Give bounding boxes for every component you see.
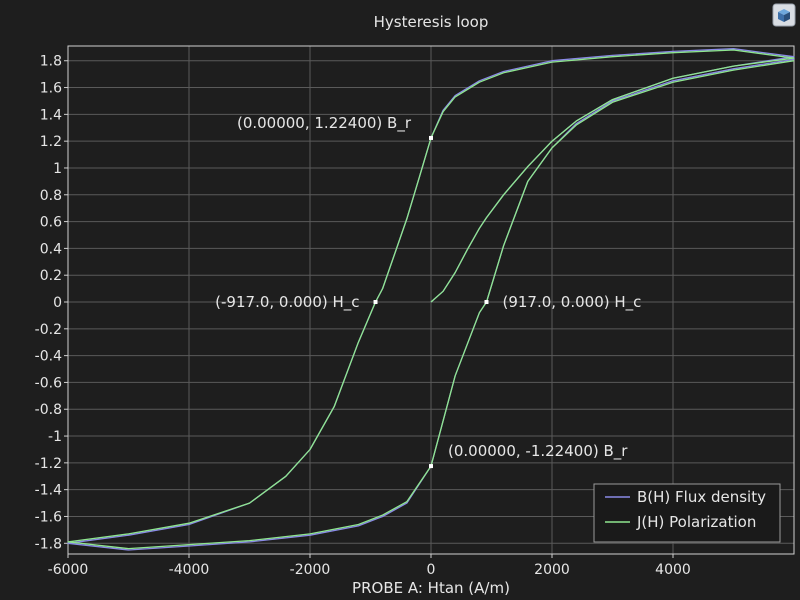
annotation-label: (917.0, 0.000) H_c — [502, 293, 641, 312]
legend-box — [593, 483, 781, 543]
y-tick-label: -0.4 — [35, 349, 62, 365]
annotation-point — [429, 464, 433, 469]
toolbar-button[interactable] — [772, 3, 796, 27]
y-axis: 1.8 1.6 1.4 1.2 1 0.8 0.6 0.4 0.2 0 -0.2 -0.4 -0.6 -0… — [35, 54, 68, 552]
y-tick-label: -0.6 — [35, 375, 62, 391]
y-tick-label: 1 — [53, 161, 62, 177]
y-tick-label: -1.4 — [35, 483, 62, 499]
y-tick-label: -0.2 — [35, 322, 62, 338]
x-tick-label: -6000 — [48, 562, 89, 578]
annotation-point — [373, 300, 378, 305]
chart-title: Hysteresis loop — [374, 13, 489, 31]
y-tick-label: -1 — [48, 429, 62, 445]
y-tick-label: -1.8 — [35, 536, 62, 552]
x-tick-label: 2000 — [534, 562, 570, 578]
x-tick-label: 4000 — [655, 562, 691, 578]
y-tick-label: 0.8 — [40, 188, 62, 204]
y-tick-label: -0.8 — [35, 402, 62, 418]
y-tick-label: 0.6 — [40, 215, 62, 231]
annotation-point — [484, 300, 489, 305]
y-tick-label: -1.2 — [35, 456, 62, 472]
cube-view-icon — [772, 3, 796, 27]
x-tick-label: -2000 — [290, 562, 331, 578]
annotation-label: (0.00000, 1.22400) B_r — [237, 114, 412, 133]
x-tick-label: -4000 — [169, 562, 210, 578]
y-tick-label: 0 — [53, 295, 62, 311]
y-tick-label: 1.8 — [40, 54, 62, 70]
x-axis-label: PROBE A: Htan (A/m) — [352, 579, 510, 597]
y-tick-label: 0.2 — [40, 268, 62, 284]
y-tick-label: -1.6 — [35, 509, 62, 525]
x-axis: -6000 -4000 -2000 0 2000 4000 — [48, 554, 691, 578]
y-tick-label: 1.6 — [40, 81, 62, 97]
legend: B(H) Flux density J(H) Polarization — [593, 483, 781, 543]
y-tick-label: 1.2 — [40, 134, 62, 150]
annotations: (0.00000, 1.22400) B_r (-917.0, 0.000) H_… — [215, 114, 641, 469]
annotation-point — [429, 135, 433, 140]
annotation-label: (-917.0, 0.000) H_c — [215, 293, 359, 312]
grid — [67, 46, 794, 554]
legend-label-flux-density: B(H) Flux density — [637, 488, 766, 506]
annotation-label: (0.00000, -1.22400) B_r — [448, 442, 628, 461]
y-tick-label: 0.4 — [40, 241, 62, 257]
x-tick-label: 0 — [427, 562, 436, 578]
y-tick-label: 1.4 — [40, 107, 62, 123]
legend-label-polarization: J(H) Polarization — [636, 513, 756, 531]
